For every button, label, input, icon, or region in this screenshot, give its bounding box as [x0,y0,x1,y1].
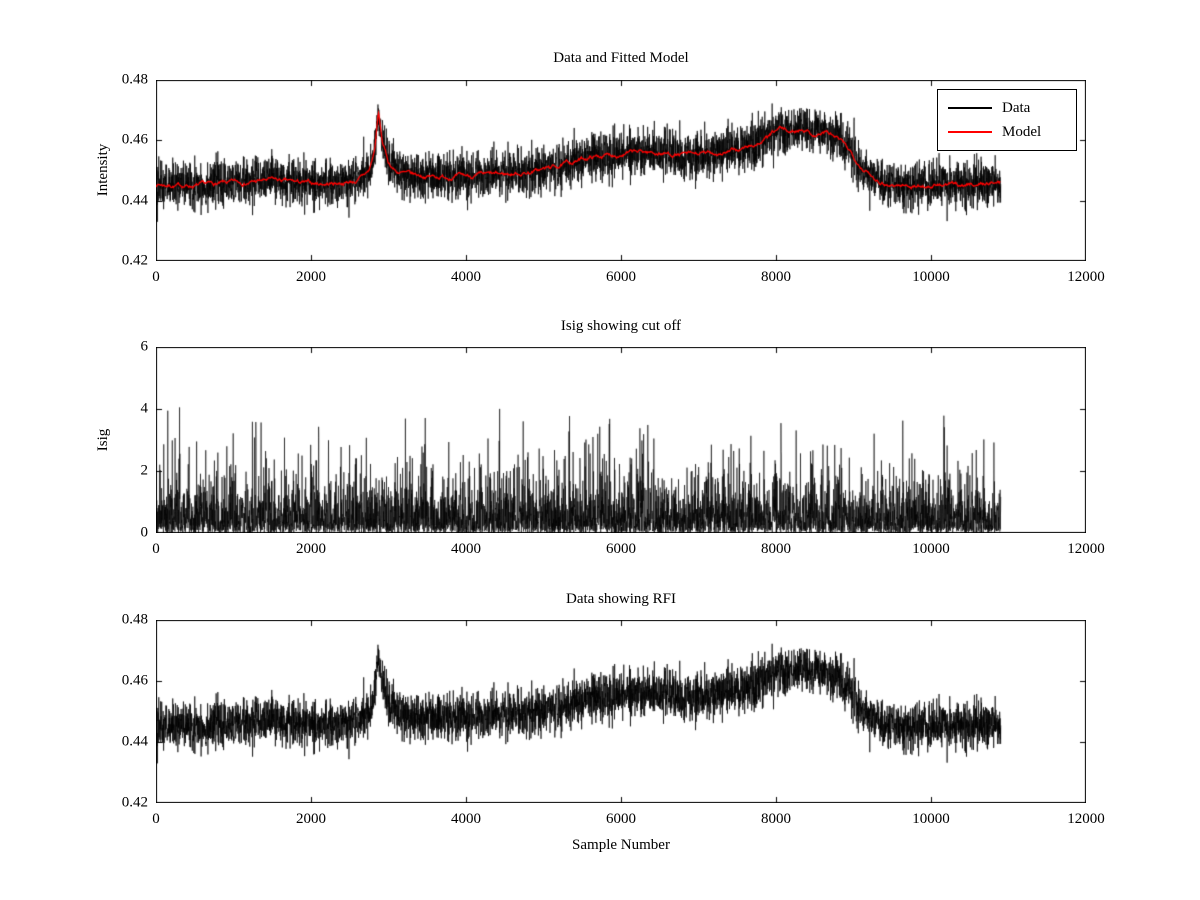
x-tick-label: 6000 [606,269,636,285]
x-tick-label: 4000 [451,811,481,827]
y-tick-label: 6 [140,338,149,355]
legend-row-model: Model [948,121,1076,143]
y-tick-label: 4 [140,400,149,417]
x-tick-label: 0 [152,811,160,827]
x-tick-label: 12000 [1067,811,1105,827]
x-tick-label: 10000 [912,811,950,827]
x-tick-label: 2000 [296,541,326,557]
x-tick-label: 2000 [296,269,326,285]
y-tick-label: 2 [140,462,149,479]
x-tick-label: 4000 [451,541,481,557]
x-tick-label: 8000 [761,269,791,285]
x-tick-label: 10000 [912,269,950,285]
x-tick-label: 0 [152,541,160,557]
x-tick-label: 4000 [451,269,481,285]
legend: Data Model [937,89,1077,151]
plot3-axes [156,620,1086,803]
plot1-title: Data and Fitted Model [553,50,689,66]
plot3-canvas [156,620,1086,803]
y-tick-label: 0.48 [121,71,148,88]
y-tick-label: 0 [140,524,149,541]
plot2-axes [156,347,1086,533]
plot3-title: Data showing RFI [566,591,676,607]
y-tick-label: 0.46 [121,131,148,148]
y-tick-label: 0.48 [121,611,148,628]
x-tick-label: 10000 [912,541,950,557]
x-tick-label: 2000 [296,811,326,827]
legend-data-label: Data [1002,99,1031,116]
plot2-ylabel: Isig [95,428,111,452]
x-axis-label: Sample Number [572,837,670,853]
x-tick-label: 8000 [761,811,791,827]
x-tick-label: 0 [152,269,160,285]
x-tick-label: 6000 [606,541,636,557]
legend-model-line-sample [948,131,992,133]
legend-data-line-sample [948,107,992,109]
plot2-title: Isig showing cut off [560,318,682,334]
y-tick-label: 0.44 [121,192,148,209]
x-tick-label: 12000 [1067,269,1105,285]
plot1-axes: Data Model [156,80,1086,261]
plot1-canvas [156,80,1086,261]
y-tick-label: 0.46 [121,672,148,689]
x-tick-label: 6000 [606,811,636,827]
plot2-canvas [156,347,1086,533]
y-tick-label: 0.42 [121,252,148,269]
y-tick-label: 0.44 [121,733,148,750]
legend-model-label: Model [1002,123,1042,140]
x-tick-label: 12000 [1067,541,1105,557]
y-tick-label: 0.42 [121,794,148,811]
legend-row-data: Data [948,97,1076,119]
plot1-ylabel: Intensity [95,143,111,197]
x-tick-label: 8000 [761,541,791,557]
